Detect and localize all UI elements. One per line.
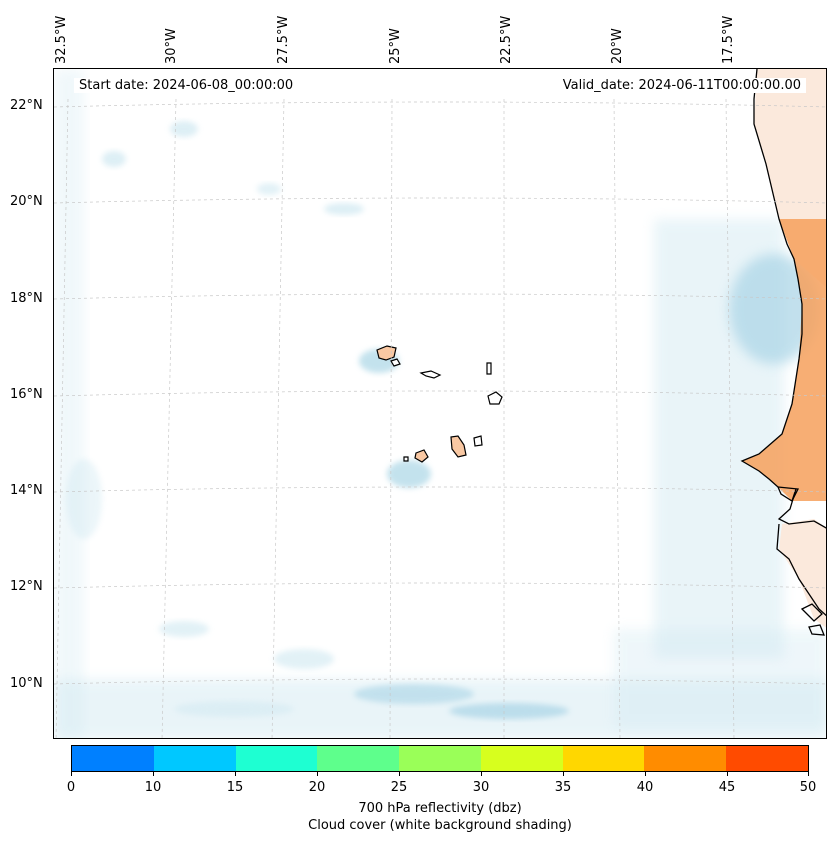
- cloud-patch-6: [274, 649, 334, 669]
- colorbar-title-line1: 700 hPa reflectivity (dbz): [358, 801, 522, 816]
- colorbar-tick: [317, 772, 318, 776]
- island-sal: [486, 362, 492, 375]
- colorbar-tick-label: 20: [308, 780, 326, 795]
- colorbar-tick: [563, 772, 564, 776]
- meridian-25w: [389, 98, 393, 738]
- lon-label-25w: 25°W: [388, 28, 403, 64]
- land-main: [742, 219, 826, 501]
- cape-verde-islands: [376, 345, 503, 463]
- colorbar-tick-label: 35: [554, 780, 572, 795]
- parallel-12n: [54, 582, 826, 589]
- meridian-32-5w: [55, 98, 69, 738]
- cloud-strip-west: [54, 69, 84, 738]
- colorbar-tick: [727, 772, 728, 776]
- parallel-20n: [54, 197, 826, 204]
- cloud-cover-shading: [54, 69, 826, 738]
- colorbar-segment: [317, 746, 400, 771]
- bissagos-islands: [800, 603, 825, 636]
- lon-label-30w: 30°W: [164, 28, 179, 64]
- cloud-coastal-blob: [729, 254, 819, 364]
- lat-label-12n: 12°N: [10, 579, 43, 594]
- island-sao-vicente: [390, 358, 401, 367]
- map-canvas: [54, 69, 826, 738]
- cloud-patch-5: [159, 621, 209, 637]
- colorbar-tick: [153, 772, 154, 776]
- lon-label-20w: 20°W: [610, 28, 625, 64]
- colorbar-tick-label: 40: [636, 780, 654, 795]
- colorbar-tick-label: 45: [718, 780, 736, 795]
- cloud-patch-3: [324, 203, 364, 215]
- coast-gambia: [777, 486, 800, 502]
- colorbar-segment: [399, 746, 481, 771]
- parallel-16n: [54, 390, 826, 397]
- colorbar-segment: [562, 746, 645, 771]
- reflectivity-colorbar: [71, 745, 809, 772]
- meridian-30w: [161, 98, 177, 738]
- cloud-island-south: [387, 460, 431, 488]
- colorbar-tick: [235, 772, 236, 776]
- coast-main: [740, 69, 826, 529]
- coastline: [740, 69, 826, 636]
- colorbar-segment: [644, 746, 727, 771]
- colorbar-segment: [72, 746, 154, 771]
- parallel-22n: [54, 101, 826, 108]
- cloud-patch-1: [102, 151, 126, 167]
- colorbar-tick-label: 10: [144, 780, 162, 795]
- start-date-label: Start date: 2024-06-08_00:00:00: [74, 78, 299, 93]
- africa-landmass: [742, 69, 826, 628]
- lon-label-32-5w: 32.5°W: [54, 15, 69, 64]
- valid-date-label: Valid_date: 2024-06-11T00:00:00.00: [557, 78, 806, 93]
- island-sao-nicolau: [419, 370, 442, 379]
- colorbar-tick: [645, 772, 646, 776]
- meridian-20w: [613, 98, 621, 738]
- island-boa-vista: [487, 391, 503, 405]
- colorbar-tick: [481, 772, 482, 776]
- cloud-patch-9: [174, 701, 294, 717]
- lat-label-16n: 16°N: [10, 387, 43, 402]
- island-brava: [403, 456, 409, 462]
- lon-label-17-5w: 17.5°W: [721, 15, 736, 64]
- graticule: [54, 98, 826, 738]
- parallel-10n: [54, 678, 826, 685]
- colorbar-tick-label: 0: [66, 780, 76, 795]
- colorbar-segment: [235, 746, 318, 771]
- colorbar-tick: [399, 772, 400, 776]
- lat-label-22n: 22°N: [10, 98, 43, 113]
- cloud-patch-8: [449, 703, 569, 719]
- lon-label-27-5w: 27.5°W: [276, 15, 291, 64]
- colorbar-segment: [480, 746, 563, 771]
- colorbar-tick: [808, 772, 809, 776]
- map-frame: Start date: 2024-06-08_00:00:00 Valid_da…: [53, 68, 827, 739]
- colorbar-tick: [71, 772, 72, 776]
- meridian-17-5w: [725, 98, 735, 738]
- lat-label-14n: 14°N: [10, 483, 43, 498]
- island-santo-antao: [376, 345, 397, 361]
- cloud-patch-10: [66, 459, 102, 539]
- colorbar-segment: [153, 746, 236, 771]
- parallel-18n: [54, 293, 826, 300]
- cloud-patch-2: [170, 121, 198, 137]
- cloud-patch-7: [354, 684, 474, 704]
- meridian-27-5w: [271, 98, 285, 738]
- colorbar-tick-label: 30: [472, 780, 490, 795]
- land-south: [779, 519, 826, 628]
- colorbar-tick-label: 15: [226, 780, 244, 795]
- cloud-patch-4: [257, 183, 281, 195]
- island-santiago: [450, 435, 467, 458]
- lat-label-20n: 20°N: [10, 194, 43, 209]
- colorbar-tick-label: 50: [799, 780, 817, 795]
- lon-label-22-5w: 22.5°W: [499, 15, 514, 64]
- colorbar-segment: [726, 746, 809, 771]
- parallel-14n: [54, 486, 826, 493]
- island-fogo: [414, 449, 429, 463]
- lat-label-10n: 10°N: [10, 676, 43, 691]
- coast-south: [776, 523, 826, 617]
- island-maio: [473, 435, 483, 447]
- colorbar-title-line2: Cloud cover (white background shading): [308, 818, 572, 833]
- lat-label-18n: 18°N: [10, 291, 43, 306]
- colorbar-tick-label: 25: [390, 780, 408, 795]
